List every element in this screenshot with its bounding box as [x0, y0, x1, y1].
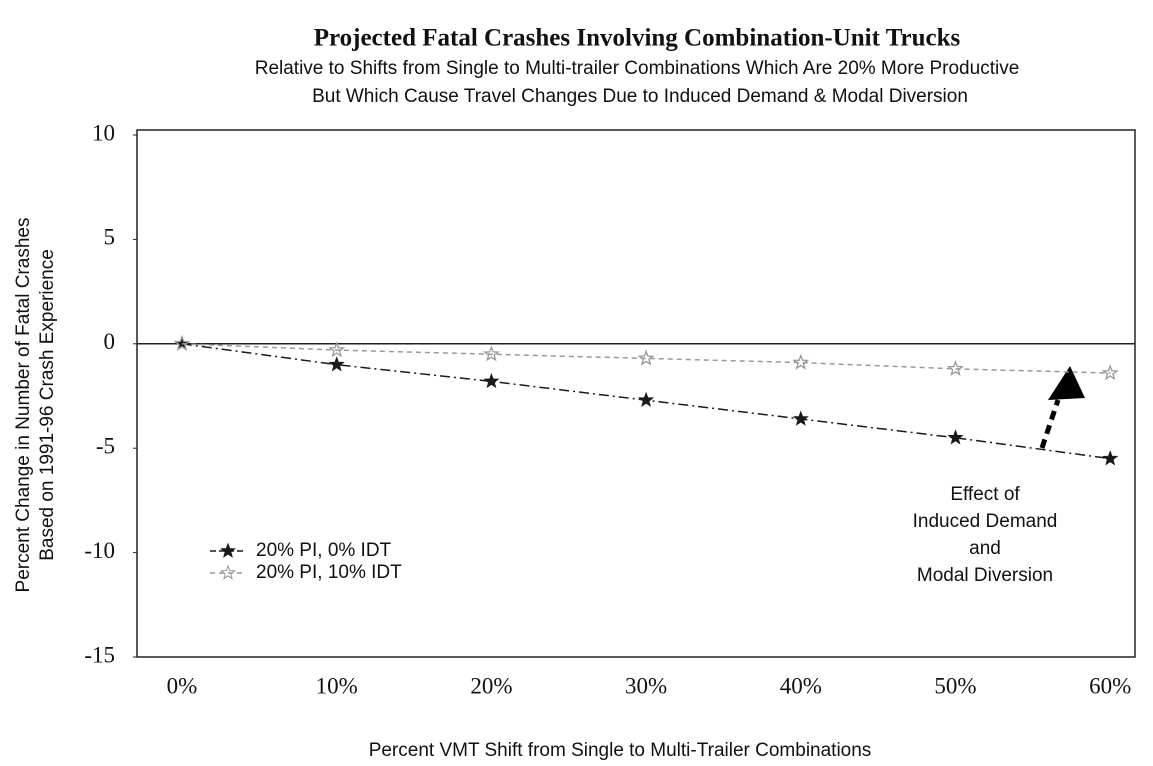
annotation: Modal Diversion	[917, 565, 1053, 586]
y-axis-label: Percent Change in Number of Fatal Crashe…	[13, 218, 34, 593]
annotation-arrow	[1039, 399, 1061, 449]
marker	[947, 360, 964, 376]
marker	[792, 410, 809, 426]
y-tick-label: -5	[96, 433, 115, 458]
marker	[1101, 364, 1119, 381]
marker	[637, 349, 655, 366]
marker	[173, 334, 191, 352]
x-axis-label: Percent VMT Shift from Single to Multi-T…	[369, 740, 872, 761]
plot-frame	[136, 129, 1136, 658]
legend-marker	[219, 542, 237, 558]
marker	[482, 345, 500, 362]
marker	[792, 353, 810, 370]
y-tick-label: -15	[84, 642, 115, 667]
annotation: Effect of	[950, 484, 1020, 505]
annotation-arrowhead	[1048, 366, 1085, 400]
y-tick-label: 5	[104, 225, 116, 250]
legend-marker	[219, 564, 237, 580]
y-tick-label: 10	[92, 120, 115, 145]
x-tick-label: 30%	[625, 673, 667, 698]
subtitle: Relative to Shifts from Single to Multi-…	[255, 58, 1020, 79]
legend-label: 20% PI, 0% IDT	[256, 540, 392, 561]
x-tick-label: 0%	[167, 673, 198, 698]
marker	[328, 356, 345, 372]
x-tick-label: 60%	[1089, 673, 1131, 698]
marker	[483, 372, 500, 389]
x-tick-label: 40%	[780, 673, 822, 698]
x-tick-label: 50%	[934, 673, 976, 698]
marker	[328, 341, 346, 358]
marker	[1102, 450, 1119, 466]
x-tick-label: 10%	[316, 673, 358, 698]
y-tick-label: -10	[84, 538, 115, 563]
x-tick-label: 20%	[470, 673, 512, 698]
chart-title: Projected Fatal Crashes Involving Combin…	[314, 25, 961, 52]
annotation: Induced Demand	[913, 511, 1058, 532]
series-line	[181, 343, 1111, 374]
annotation: and	[969, 538, 1001, 559]
marker	[947, 429, 964, 445]
y-tick-label: 0	[104, 329, 116, 354]
subtitle: But Which Cause Travel Changes Due to In…	[312, 86, 968, 107]
legend-label: 20% PI, 10% IDT	[256, 562, 402, 583]
marker	[638, 391, 655, 407]
y-axis-label: Based on 1991-96 Crash Experience	[37, 249, 58, 561]
